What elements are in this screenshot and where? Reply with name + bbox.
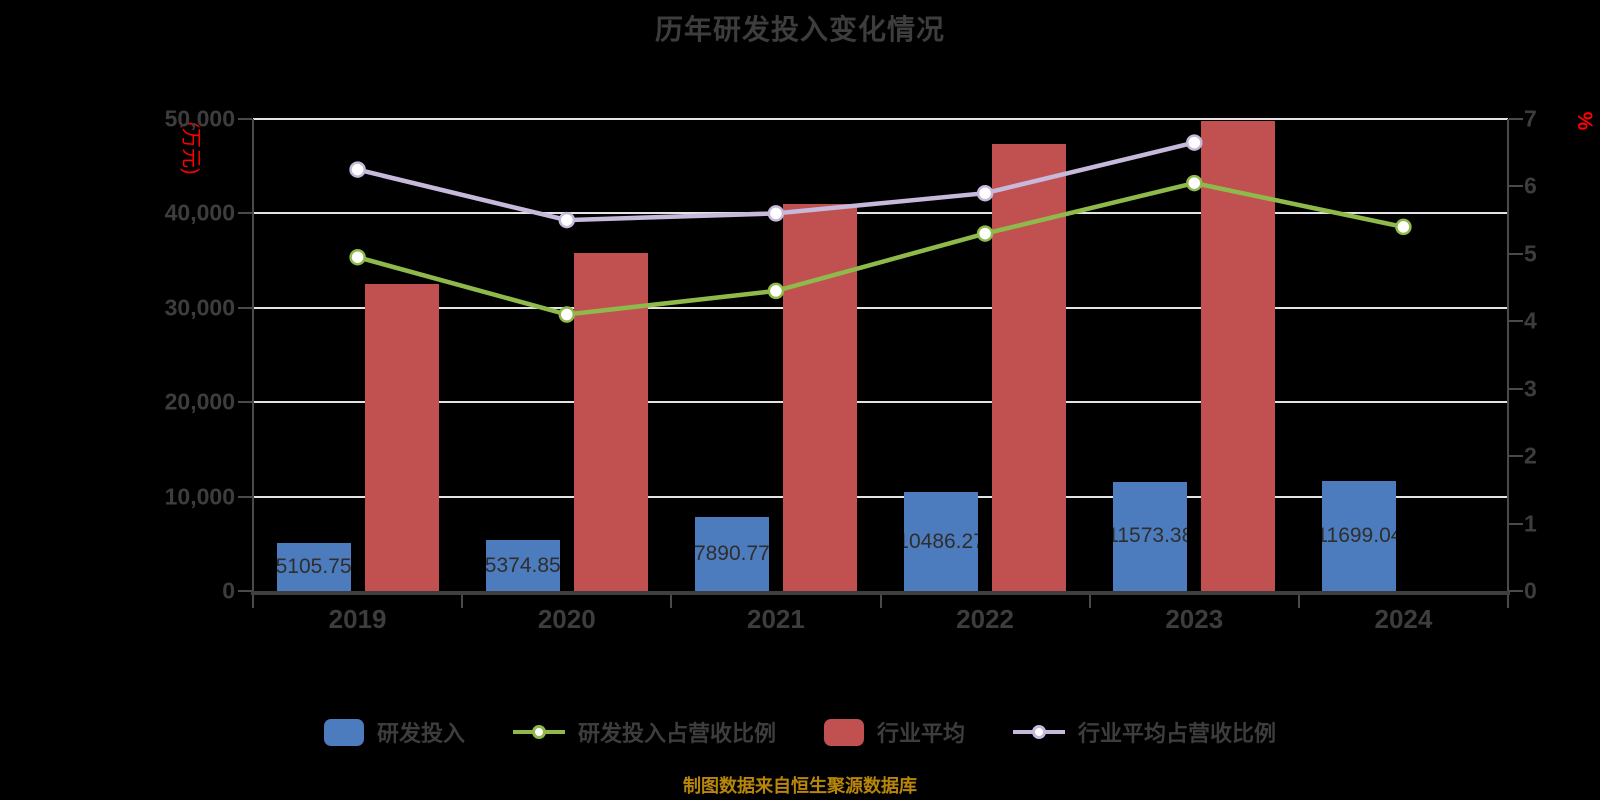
right-axis-tick-label: 1 [1524, 510, 1537, 537]
right-axis-tick-label: 2 [1524, 442, 1537, 469]
right-axis-tick [1509, 252, 1523, 255]
legend-item-industry-average: 行业平均 [824, 716, 965, 748]
legend-label: 行业平均占营收比例 [1078, 721, 1277, 746]
right-axis-tick-label: 4 [1524, 307, 1537, 334]
rd-ratio-line-marker [976, 225, 994, 242]
left-axis-tick [238, 495, 252, 498]
x-axis-tick [461, 595, 464, 608]
right-axis-unit-label: % [1573, 111, 1596, 131]
x-axis-category-label: 2019 [328, 604, 387, 634]
legend-marker-dot [1032, 725, 1047, 739]
right-axis-tick-label: 7 [1524, 105, 1537, 132]
right-axis-tick [1509, 185, 1523, 188]
bar-value-label: 11699.04 [1322, 523, 1396, 547]
x-axis-category-label: 2024 [1374, 604, 1433, 634]
legend: 研发投入 研发投入占营收比例 行业平均 行业平均占营收比例 [0, 716, 1600, 748]
x-axis-line [251, 591, 1510, 595]
legend-bar-swatch [323, 718, 364, 746]
legend-label: 研发投入 [376, 721, 465, 746]
right-axis-tick [1509, 455, 1523, 458]
left-axis-tick [238, 590, 252, 592]
rd-investment-bar: 10486.27 [904, 492, 979, 591]
grid-line [253, 495, 1508, 498]
plot-area: 5105.75 5374.85 7890.77 10486.27 11573.38 116… [238, 118, 1523, 608]
x-axis-category-label: 2023 [1165, 604, 1224, 634]
footer-source-note: 制图数据来自恒生聚源数据库 [683, 776, 917, 796]
chart-title: 历年研发投入变化情况 [654, 14, 945, 45]
rd-ratio-line-marker [349, 248, 366, 266]
right-axis-tick-label: 6 [1524, 172, 1537, 199]
industry-ratio-line-marker [1186, 134, 1203, 151]
left-axis-tick-label: 10,000 [164, 483, 235, 510]
x-axis-tick [252, 595, 254, 608]
right-axis-tick-label: 0 [1524, 577, 1537, 604]
right-axis-tick [1509, 387, 1523, 390]
x-axis-category-label: 2021 [746, 604, 805, 634]
right-axis-tick-label: 3 [1524, 375, 1537, 402]
industry-ratio-line-marker [976, 184, 994, 202]
left-axis-tick [238, 118, 252, 120]
line-series-layer [349, 134, 1412, 323]
rd-investment-bar: 11699.04 [1322, 480, 1397, 591]
industry-ratio-line-marker [767, 205, 785, 222]
legend-item-industry-ratio: 行业平均占营收比例 [1013, 716, 1276, 748]
bar-value-label: 5105.75 [276, 554, 351, 578]
right-axis-tick [1509, 118, 1523, 120]
x-axis-category-label: 2022 [956, 604, 1014, 634]
rd-investment-bar: 5105.75 [276, 542, 351, 591]
rd-ratio-line-marker [767, 282, 785, 300]
right-axis-line [1507, 119, 1509, 595]
legend-label: 研发投入占营收比例 [577, 721, 776, 746]
legend-item-rd-investment: 研发投入 [323, 716, 465, 748]
legend-item-rd-ratio: 研发投入占营收比例 [512, 716, 776, 748]
grid-line [253, 306, 1508, 309]
legend-label: 行业平均 [877, 721, 966, 746]
bar-value-label: 10486.27 [904, 529, 978, 553]
grid-line [253, 118, 1508, 120]
legend-marker-dot [531, 725, 546, 739]
rd-investment-bar: 7890.77 [694, 516, 769, 591]
left-axis-tick [238, 306, 252, 309]
x-axis-tick [879, 595, 882, 608]
left-axis-tick-label: 20,000 [164, 388, 235, 415]
grid-line [253, 212, 1508, 215]
industry-average-bar [364, 284, 439, 591]
right-axis-tick [1509, 590, 1523, 592]
left-axis-tick-label: 50,000 [164, 105, 235, 132]
rd-investment-bar: 11573.38 [1113, 481, 1188, 591]
bar-value-label: 11573.38 [1113, 524, 1187, 548]
rd-investment-bar: 5374.85 [485, 540, 560, 591]
x-axis-tick [1297, 595, 1300, 608]
industry-average-bar [782, 203, 857, 591]
right-axis-tick [1509, 522, 1523, 525]
legend-line-marker [512, 721, 565, 743]
x-axis-category-label: 2020 [537, 604, 596, 634]
left-axis-tick [238, 401, 252, 404]
industry-ratio-line-marker [558, 211, 576, 229]
rd-ratio-line-marker [1395, 218, 1412, 236]
x-axis-tick [1088, 595, 1091, 608]
bar-value-label: 5374.85 [485, 553, 560, 577]
industry-ratio-line-marker [349, 161, 366, 178]
rd-ratio-line [357, 180, 1404, 317]
left-axis-line [252, 119, 254, 595]
legend-line-marker [1013, 721, 1066, 743]
x-axis-tick [670, 595, 673, 608]
left-axis-tick-label: 30,000 [164, 294, 235, 321]
bar-value-label: 7890.77 [694, 541, 769, 565]
left-axis-tick-label: 0 [222, 577, 235, 604]
grid-line [253, 401, 1508, 404]
legend-bar-swatch [824, 718, 864, 746]
left-axis-tick-label: 40,000 [164, 199, 235, 226]
x-axis-tick [1507, 595, 1509, 608]
rd-ratio-line-marker [1186, 174, 1203, 192]
right-axis-tick [1509, 320, 1523, 323]
right-axis-tick-label: 5 [1524, 240, 1537, 267]
left-axis-tick [238, 212, 252, 215]
rd-ratio-line-marker [558, 306, 576, 323]
